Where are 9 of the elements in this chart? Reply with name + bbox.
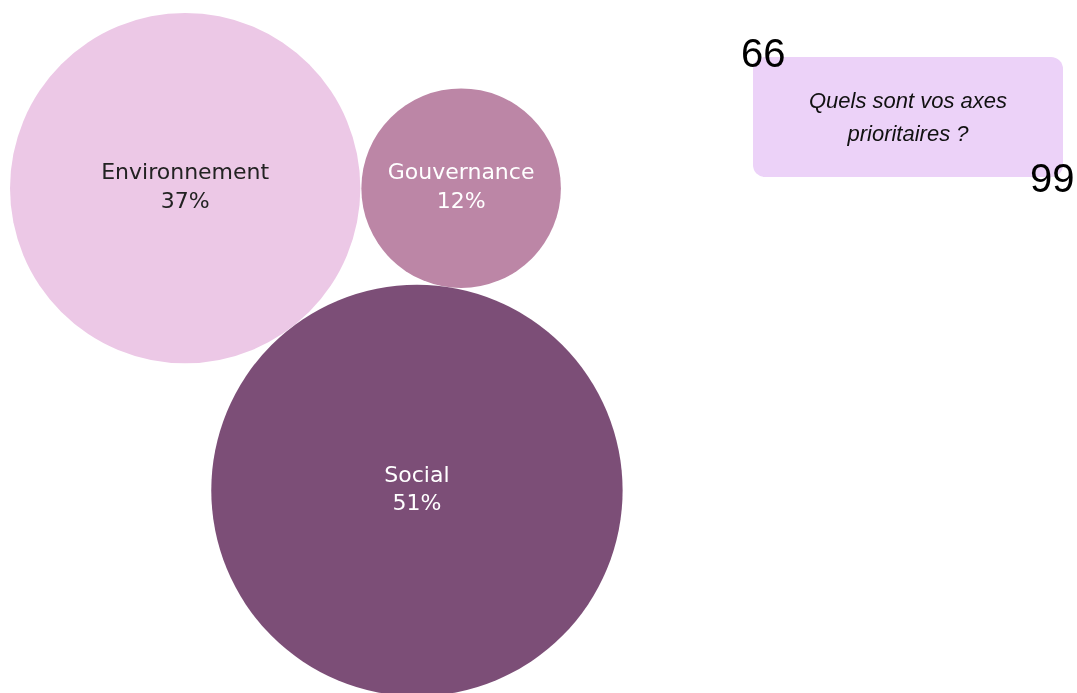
text: 99 [1030,156,1075,200]
category-label: Gouvernance [387,159,535,185]
category-label: Environnement [101,159,270,185]
data-label: 37% [160,187,210,213]
category-label: Social [384,461,450,487]
data-label: 51% [392,490,442,516]
text: 66 [741,31,786,75]
text: Quels sont vos axes prioritaires ? [808,88,1008,146]
data-label: 12% [436,187,486,213]
